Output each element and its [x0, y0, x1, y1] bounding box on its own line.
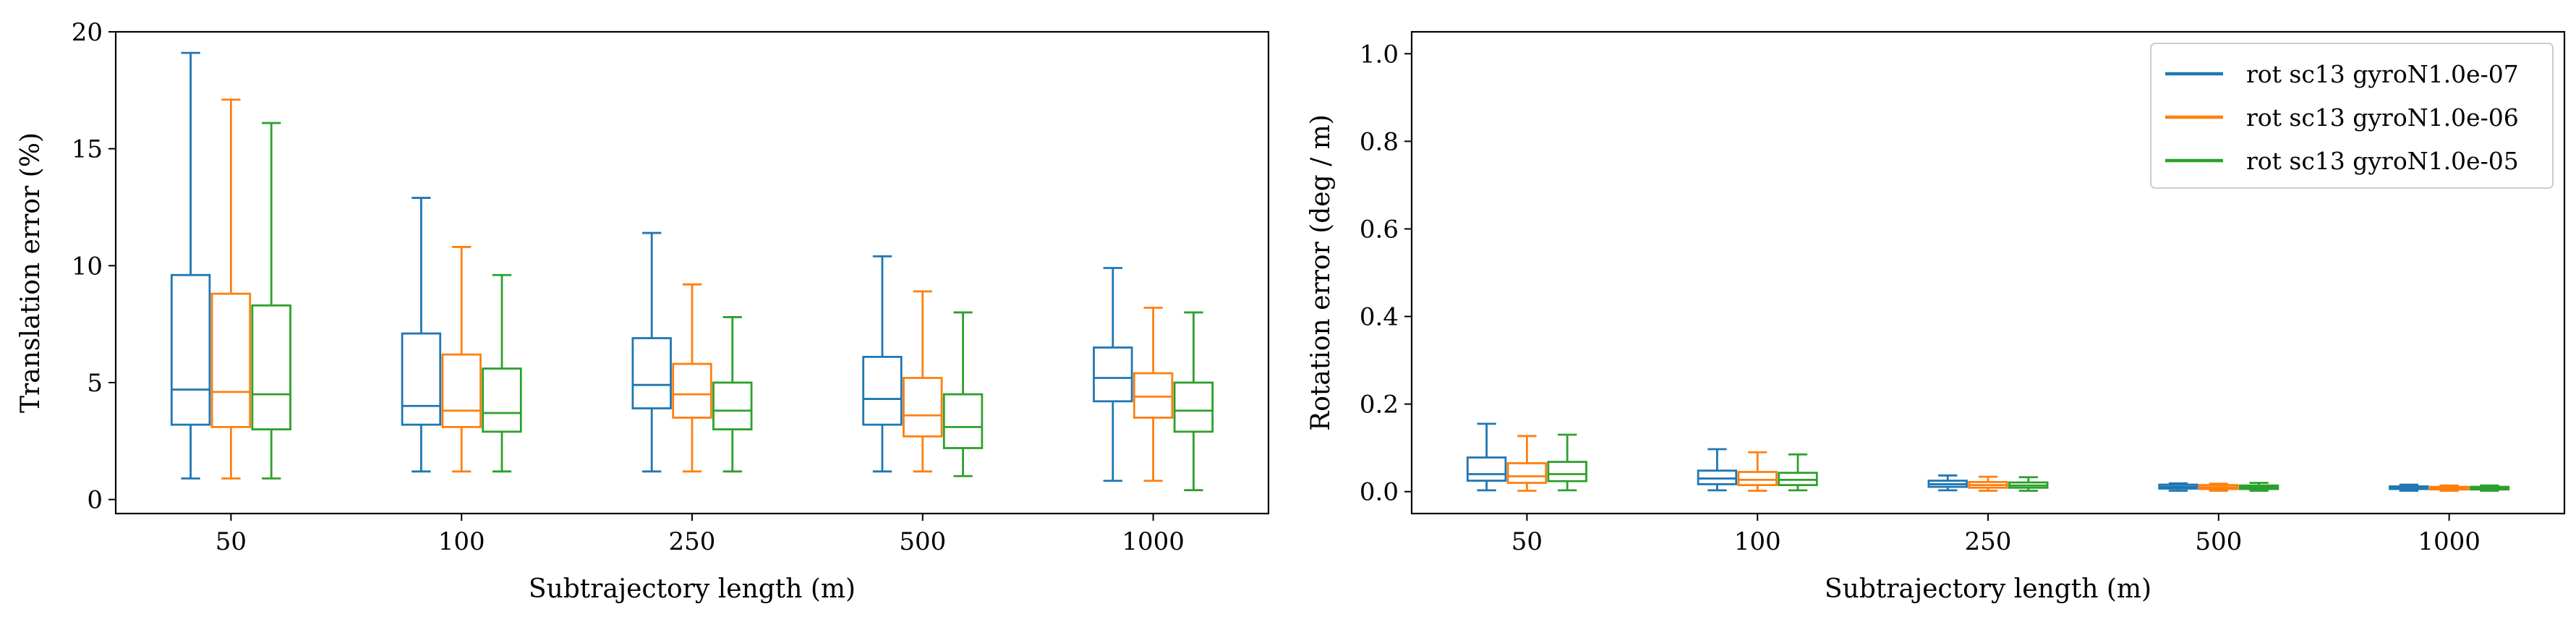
- rotation-x-tick-label: 250: [1965, 527, 2012, 556]
- rotation-box-series-1-cat-50: [1466, 422, 1507, 492]
- translation-y-tick-label: 10: [72, 252, 103, 281]
- box: [1466, 456, 1507, 482]
- translation-box-series-2-cat-500: [903, 290, 943, 473]
- translation-x-tick-label: 500: [899, 527, 946, 556]
- box: [1697, 469, 1738, 485]
- translation-y-tick-label: 5: [87, 369, 103, 398]
- rotation-box-series-2-cat-100: [1737, 451, 1778, 492]
- box: [1133, 372, 1174, 419]
- translation-x-tick-label: 50: [216, 527, 247, 556]
- rotation-y-axis: 0.0 0.2 0.4 0.6 0.8 1.0: [1360, 40, 1412, 507]
- box: [401, 332, 442, 426]
- box: [1173, 381, 1214, 433]
- translation-y-tick-label: 20: [72, 18, 103, 47]
- translation-box-series-3-cat-100: [482, 273, 522, 473]
- rotation-box-series-3-cat-250: [2008, 476, 2049, 492]
- box: [482, 367, 522, 433]
- box: [1506, 461, 1548, 485]
- box: [903, 377, 943, 438]
- translation-x-axis-label: Subtrajectory length (m): [529, 574, 856, 604]
- legend-label-2: rot sc13 gyroN1.0e-06: [2246, 103, 2519, 132]
- translation-y-axis-label: Translation error (%): [16, 132, 46, 413]
- rotation-x-tick-label: 100: [1734, 527, 1781, 556]
- translation-box-series-2-cat-100: [441, 246, 482, 473]
- translation-box-series-1-cat-1000: [1093, 267, 1133, 482]
- legend-label-1: rot sc13 gyroN1.0e-07: [2246, 60, 2519, 88]
- rotation-box-series-1-cat-250: [1927, 474, 1968, 492]
- rotation-box-series-2-cat-1000: [2428, 484, 2470, 492]
- box: [712, 381, 753, 431]
- rotation-x-axis: 50 100 250 500 1000: [1511, 514, 2481, 556]
- translation-box-series-3-cat-1000: [1173, 311, 1214, 492]
- box: [1093, 346, 1133, 403]
- rotation-y-tick-label: 0.2: [1360, 391, 1399, 420]
- translation-box-series-2-cat-50: [210, 98, 252, 480]
- rotation-y-tick-label: 1.0: [1360, 40, 1399, 69]
- rotation-box-series-3-cat-50: [1547, 433, 1587, 492]
- legend-frame: [2150, 43, 2554, 189]
- rotation-box-series-1-cat-500: [2158, 482, 2198, 492]
- rotation-x-axis-label: Subtrajectory length (m): [1825, 574, 2151, 604]
- box: [942, 393, 984, 449]
- rotation-box-series-3-cat-1000: [2469, 484, 2510, 492]
- rotation-y-tick-label: 0.6: [1360, 215, 1399, 244]
- rotation-x-tick-label: 1000: [2418, 527, 2481, 556]
- rotation-y-tick-label: 0.4: [1360, 303, 1399, 332]
- rotation-box-series-1-cat-100: [1697, 448, 1738, 492]
- translation-box-series-2-cat-250: [672, 283, 712, 473]
- legend-label-3: rot sc13 gyroN1.0e-05: [2246, 147, 2519, 175]
- rotation-error-chart: 0.0 0.2 0.4 0.6 0.8 1.0 50 100 250 500 1000 Subtr…: [1306, 30, 2566, 604]
- rotation-box-series-2-cat-250: [1968, 475, 2008, 492]
- translation-y-tick-label: 0: [87, 486, 103, 515]
- translation-box-series-2-cat-1000: [1133, 307, 1174, 482]
- rotation-box-series-1-cat-1000: [2389, 483, 2429, 492]
- box: [631, 337, 672, 409]
- legend: rot sc13 gyroN1.0e-07 rot sc13 gyroN1.0e…: [2150, 43, 2554, 189]
- translation-error-chart: 0 5 10 15 20 50 100 250 500 1000 Subtrajectory l…: [16, 18, 1270, 604]
- box: [862, 355, 903, 426]
- rotation-y-tick-label: 0.8: [1360, 127, 1399, 156]
- rotation-box-series-3-cat-100: [1778, 453, 1818, 492]
- translation-y-axis: 0 5 10 15 20: [72, 18, 116, 515]
- translation-x-axis: 50 100 250 500 1000: [216, 514, 1185, 556]
- rotation-x-tick-label: 50: [1511, 527, 1543, 556]
- rotation-box-series-2-cat-500: [2198, 482, 2239, 492]
- box: [441, 353, 482, 428]
- translation-y-tick-label: 15: [72, 135, 103, 164]
- box: [672, 362, 712, 419]
- translation-box-series-3-cat-50: [251, 122, 291, 480]
- translation-x-tick-label: 250: [669, 527, 716, 556]
- box: [1737, 471, 1778, 487]
- box: [170, 273, 211, 426]
- translation-box-series-3-cat-250: [712, 316, 753, 473]
- translation-plot-area: [170, 51, 1214, 492]
- translation-x-tick-label: 100: [438, 527, 485, 556]
- box: [1547, 461, 1587, 482]
- translation-x-tick-label: 1000: [1122, 527, 1185, 556]
- box: [210, 292, 252, 428]
- translation-box-series-1-cat-100: [401, 197, 442, 473]
- box: [251, 304, 291, 431]
- rotation-y-axis-label: Rotation error (deg / m): [1306, 114, 1336, 431]
- rotation-x-tick-label: 500: [2195, 527, 2242, 556]
- translation-box-series-1-cat-500: [862, 255, 903, 473]
- rotation-box-series-2-cat-50: [1506, 435, 1548, 492]
- rotation-box-series-3-cat-500: [2238, 482, 2279, 492]
- rotation-plot-area: [1466, 422, 2510, 492]
- translation-box-series-1-cat-250: [631, 231, 672, 473]
- translation-box-series-1-cat-50: [170, 51, 211, 480]
- rotation-y-tick-label: 0.0: [1360, 478, 1399, 507]
- translation-box-series-3-cat-500: [942, 311, 984, 477]
